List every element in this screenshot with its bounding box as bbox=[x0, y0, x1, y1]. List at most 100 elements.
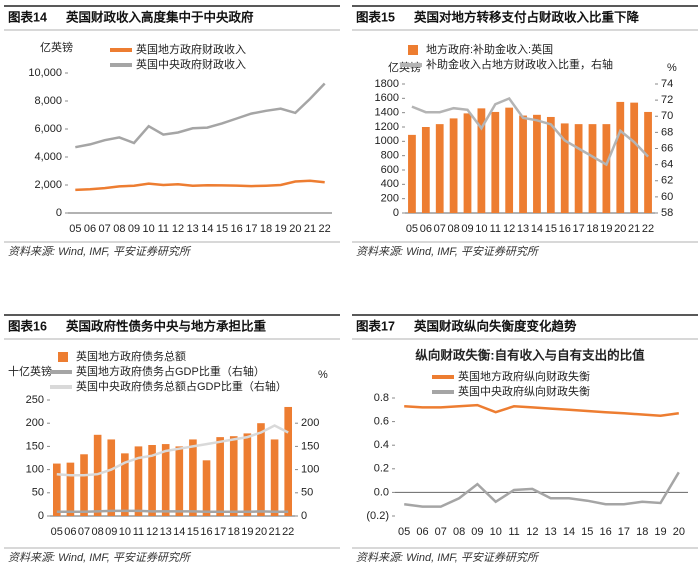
legend-label: 英国地方政府纵向财政失衡 bbox=[458, 369, 590, 383]
y-tick-label: 4,000 bbox=[34, 151, 62, 163]
legend-label: 英国中央政府财政收入 bbox=[136, 57, 246, 71]
x-tick-label: 19 bbox=[275, 223, 287, 235]
line-series bbox=[404, 471, 680, 508]
bar bbox=[408, 134, 416, 213]
x-tick-label: 08 bbox=[92, 526, 104, 538]
y-tick-label: 200 bbox=[26, 417, 44, 429]
bar bbox=[644, 111, 652, 213]
x-tick-label: 12 bbox=[503, 223, 515, 235]
y-tick-label: 800 bbox=[381, 150, 399, 162]
bar bbox=[270, 439, 279, 516]
y-tick-label: 10,000 bbox=[28, 67, 62, 79]
legend-label: 英国地方政府债务总额 bbox=[76, 349, 186, 363]
x-tick-label: 08 bbox=[447, 223, 459, 235]
bar bbox=[491, 111, 500, 213]
y2-tick-label: 62 bbox=[661, 175, 673, 187]
x-tick-label: 18 bbox=[586, 223, 598, 235]
x-tick-label: 07 bbox=[99, 223, 111, 235]
chart-subtitle: 纵向财政失衡:自有收入与自有支出的比值 bbox=[415, 347, 645, 362]
bar bbox=[121, 453, 129, 516]
y-tick-label: 0 bbox=[393, 207, 399, 219]
y2-tick-label: 200 bbox=[301, 417, 319, 429]
bar bbox=[463, 113, 472, 213]
y-tick-label: 0 bbox=[38, 510, 44, 522]
y-tick-label: 1600 bbox=[375, 92, 399, 104]
bar bbox=[519, 115, 527, 213]
legend-label: 英国中央政府纵向财政失衡 bbox=[458, 384, 590, 398]
chart-title: 英国财政收入高度集中于中央政府 bbox=[66, 9, 254, 24]
x-tick-label: 05 bbox=[398, 526, 410, 538]
x-tick-label: 16 bbox=[599, 526, 611, 538]
x-tick-label: 14 bbox=[531, 223, 543, 235]
x-tick-label: 20 bbox=[289, 223, 301, 235]
y-tick-label: 600 bbox=[381, 164, 399, 176]
y2-tick-label: 68 bbox=[661, 126, 673, 138]
bar bbox=[202, 460, 211, 516]
x-tick-label: 16 bbox=[231, 223, 243, 235]
x-tick-label: 06 bbox=[64, 526, 76, 538]
x-tick-label: 10 bbox=[475, 223, 487, 235]
bar bbox=[588, 124, 597, 213]
y2-tick-label: 72 bbox=[661, 94, 673, 106]
bar bbox=[284, 406, 293, 516]
x-tick-label: 17 bbox=[618, 526, 630, 538]
line-series bbox=[75, 82, 326, 149]
bar bbox=[175, 446, 184, 516]
x-tick-label: 20 bbox=[614, 223, 626, 235]
x-tick-label: 19 bbox=[600, 223, 612, 235]
x-tick-label: 11 bbox=[490, 223, 501, 235]
x-tick-label: 17 bbox=[572, 223, 584, 235]
x-tick-label: 14 bbox=[173, 526, 185, 538]
x-tick-label: 15 bbox=[216, 223, 228, 235]
y2-tick-label: 50 bbox=[301, 487, 313, 499]
source-note: 资料来源: Wind, IMF, 平安证券研究所 bbox=[356, 245, 540, 258]
x-tick-label: 18 bbox=[228, 526, 240, 538]
y-tick-label: 1800 bbox=[375, 78, 399, 90]
bar bbox=[560, 123, 569, 213]
x-tick-label: 13 bbox=[160, 526, 172, 538]
y-tick-label: 150 bbox=[26, 440, 44, 452]
bar bbox=[546, 116, 555, 213]
x-tick-label: 20 bbox=[673, 526, 685, 538]
y-tick-label: 0 bbox=[56, 207, 62, 219]
x-tick-label: 14 bbox=[201, 223, 213, 235]
bar bbox=[66, 462, 75, 516]
x-tick-label: 15 bbox=[187, 526, 199, 538]
bar bbox=[574, 124, 583, 213]
x-tick-label: 22 bbox=[642, 223, 654, 235]
x-tick-label: 21 bbox=[268, 526, 280, 538]
figure-label: 图表16 bbox=[8, 318, 47, 333]
legend-label: 地方政府:补助金收入:英国 bbox=[426, 42, 553, 56]
bar bbox=[505, 107, 514, 213]
y-tick-label: 1400 bbox=[375, 107, 399, 119]
bar bbox=[148, 445, 156, 516]
bar bbox=[216, 437, 224, 516]
x-tick-label: 11 bbox=[508, 526, 519, 538]
bar bbox=[161, 444, 170, 516]
bar bbox=[421, 127, 430, 213]
bar bbox=[107, 439, 116, 516]
x-tick-label: 19 bbox=[654, 526, 666, 538]
x-tick-label: 22 bbox=[282, 526, 294, 538]
x-tick-label: 15 bbox=[581, 526, 593, 538]
x-tick-label: 14 bbox=[563, 526, 575, 538]
x-tick-label: 09 bbox=[461, 223, 473, 235]
y2-tick-label: 150 bbox=[301, 440, 319, 452]
legend-label: 英国地方政府债务占GDP比重（右轴） bbox=[76, 364, 265, 378]
chart-title: 英国对地方转移支付占财政收入比重下降 bbox=[414, 9, 640, 24]
x-tick-label: 09 bbox=[128, 223, 140, 235]
x-tick-label: 16 bbox=[200, 526, 212, 538]
bar bbox=[80, 454, 88, 516]
x-tick-label: 19 bbox=[241, 526, 253, 538]
chart-title: 英国财政纵向失衡度变化趋势 bbox=[414, 318, 577, 333]
source-note: 资料来源: Wind, IMF, 平安证券研究所 bbox=[8, 245, 192, 258]
figure-label: 图表14 bbox=[8, 9, 47, 24]
legend-label: 补助金收入占地方财政收入比重，右轴 bbox=[426, 57, 613, 71]
source-note: 资料来源: Wind, IMF, 平安证券研究所 bbox=[8, 551, 192, 564]
x-tick-label: 22 bbox=[319, 223, 331, 235]
y-tick-label: 6,000 bbox=[34, 123, 62, 135]
y-unit: 亿英镑 bbox=[40, 40, 73, 54]
legend-label: 英国中央政府债务总额占GDP比重（右轴） bbox=[76, 379, 287, 393]
chart-title: 英国政府性债务中央与地方承担比重 bbox=[66, 318, 267, 333]
x-tick-label: 05 bbox=[69, 223, 81, 235]
